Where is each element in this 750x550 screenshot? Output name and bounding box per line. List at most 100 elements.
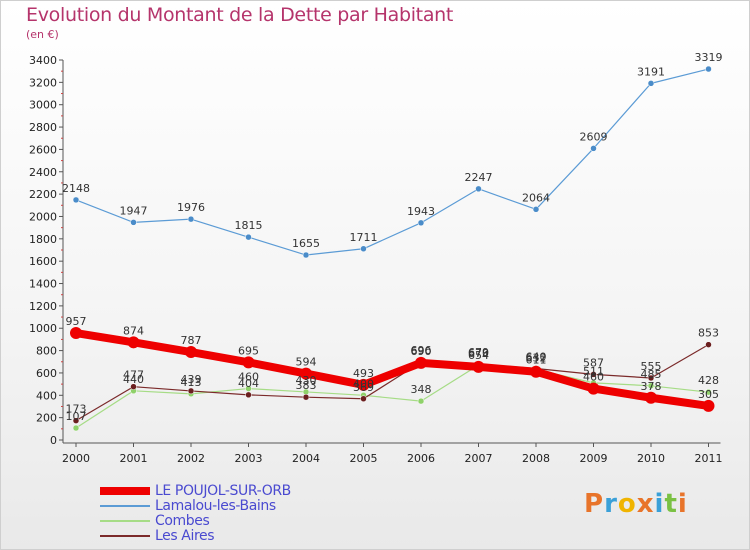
- legend-label: LE POUJOL-SUR-ORB: [155, 483, 291, 499]
- x-tick-label: 2010: [637, 452, 665, 465]
- data-label: 695: [238, 344, 259, 357]
- data-point: [242, 356, 255, 369]
- data-label: 493: [353, 367, 374, 380]
- legend-swatch: [100, 520, 150, 522]
- y-tick-label: 2200: [29, 188, 57, 201]
- y-tick-label: 1800: [29, 233, 57, 246]
- data-point: [357, 378, 370, 391]
- data-label: 874: [123, 324, 144, 337]
- y-tick-label: 3000: [29, 99, 57, 112]
- data-point: [360, 245, 367, 253]
- data-label: 853: [698, 327, 719, 340]
- data-point: [417, 397, 425, 405]
- data-label: 2064: [522, 191, 550, 204]
- y-tick-label: 200: [36, 412, 57, 425]
- data-point: [245, 233, 252, 241]
- data-label: 611: [526, 354, 547, 367]
- legend-swatch: [100, 535, 150, 537]
- data-point: [587, 382, 600, 395]
- data-label: 378: [641, 380, 662, 393]
- series-line: [75, 344, 710, 422]
- data-label: 1711: [350, 231, 378, 244]
- data-label: 957: [66, 315, 87, 328]
- proxiti-logo: Proxiti: [584, 489, 688, 519]
- data-label: 690: [411, 345, 432, 358]
- data-point: [590, 371, 597, 378]
- y-tick-label: 1400: [29, 278, 57, 291]
- series-line: [75, 68, 710, 256]
- data-label: 460: [238, 371, 259, 384]
- x-tick-label: 2007: [465, 452, 493, 465]
- series-line: [72, 329, 713, 410]
- y-tick-label: 1200: [29, 300, 57, 313]
- data-label: 107: [66, 410, 87, 423]
- data-label: 2247: [465, 171, 493, 184]
- legend-label: Les Aires: [155, 528, 215, 544]
- x-tick-label: 2009: [580, 452, 608, 465]
- data-point: [187, 215, 195, 223]
- x-tick-label: 2001: [120, 452, 148, 465]
- data-label: 1947: [120, 204, 148, 217]
- y-tick-label: 2600: [29, 143, 57, 156]
- x-tick-label: 2004: [292, 452, 320, 465]
- x-tick-label: 2003: [235, 452, 263, 465]
- data-label: 477: [123, 369, 144, 382]
- data-point: [417, 219, 425, 227]
- data-label: 594: [296, 356, 317, 369]
- data-point: [647, 80, 655, 87]
- y-tick-label: 3400: [29, 54, 57, 67]
- legend-swatch: [100, 505, 150, 507]
- data-label: 439: [181, 373, 202, 386]
- data-point: [245, 385, 252, 392]
- data-point: [360, 395, 367, 403]
- data-label: 787: [181, 334, 202, 347]
- data-point: [300, 367, 312, 380]
- x-tick-label: 2008: [522, 452, 550, 465]
- data-label: 1943: [407, 205, 435, 218]
- y-tick-label: 400: [36, 389, 57, 402]
- x-tick-label: 2002: [177, 452, 205, 465]
- data-label: 383: [296, 379, 317, 392]
- y-tick-label: 3200: [29, 76, 57, 89]
- data-label: 305: [698, 388, 719, 401]
- data-label: 587: [583, 356, 604, 369]
- data-label: 3191: [637, 65, 665, 78]
- chart-title: Evolution du Montant de la Dette par Hab…: [26, 4, 454, 26]
- data-point: [645, 391, 657, 404]
- data-label: 2609: [580, 130, 608, 143]
- data-label: 2148: [62, 182, 90, 195]
- data-label: 460: [583, 371, 604, 384]
- data-point: [705, 341, 712, 348]
- data-label: 428: [698, 374, 719, 387]
- data-label: 632: [526, 351, 547, 364]
- y-tick-label: 2800: [29, 121, 57, 134]
- y-tick-label: 600: [36, 367, 57, 380]
- y-tick-label: 800: [36, 345, 57, 358]
- x-tick-label: 2011: [695, 452, 723, 465]
- data-point: [705, 65, 712, 73]
- legend-label: Combes: [155, 513, 210, 529]
- data-label: 670: [468, 347, 489, 360]
- series-lines: [70, 65, 715, 432]
- data-label: 173: [66, 403, 87, 416]
- y-tick-label: 1600: [29, 255, 57, 268]
- data-point: [702, 399, 715, 412]
- x-tick-label: 2006: [407, 452, 435, 465]
- x-tick-label: 2000: [62, 452, 90, 465]
- data-label: 1976: [177, 201, 205, 214]
- y-tick-label: 2400: [29, 166, 57, 179]
- data-label: 369: [353, 381, 374, 394]
- data-point: [72, 196, 80, 204]
- y-tick-label: 0: [50, 434, 57, 447]
- legend-label: Lamalou-les-Bains: [155, 498, 276, 514]
- data-label: 1655: [292, 237, 320, 250]
- data-point: [187, 387, 195, 395]
- data-label: 430: [296, 374, 317, 387]
- data-label: 679: [468, 346, 489, 359]
- series-line: [75, 364, 710, 429]
- data-point: [647, 382, 655, 390]
- chart-subtitle: (en €): [26, 28, 59, 41]
- data-labels: 2148 1947 1976 1815 1655 1711 1943 2247 2064 2609…: [62, 51, 723, 423]
